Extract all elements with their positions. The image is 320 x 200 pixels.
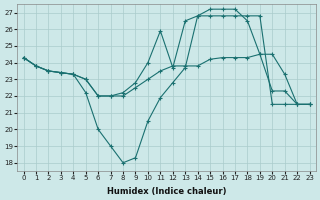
X-axis label: Humidex (Indice chaleur): Humidex (Indice chaleur): [107, 187, 226, 196]
